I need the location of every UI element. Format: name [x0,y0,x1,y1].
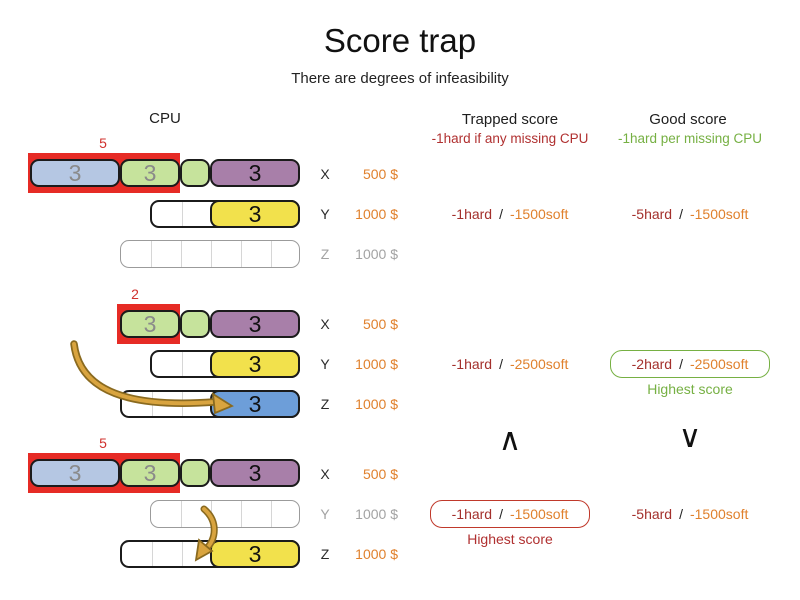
greater-than-symbol: ∧ [498,422,522,457]
cell-divider [182,202,183,226]
task-green: 3 [120,159,180,187]
less-than-symbol: ∨ [678,419,702,454]
task-purple: 3 [210,159,300,187]
page-title: Score trap [323,22,477,59]
task-green-part [180,159,210,187]
machine-cost: 1000 $ [355,506,398,522]
machine-label: Z [320,246,330,262]
cell-divider [241,501,242,527]
cell-divider [181,241,182,267]
overload-label: 5 [99,135,107,151]
task-blue: 3 [30,159,120,187]
cell-divider [211,241,212,267]
good-score-highlight-box: -2hard / -2500soft [610,350,770,378]
cell-divider [182,542,183,566]
trapped-score-highlight-box: -1hard / -1500soft [430,500,590,528]
machine-cost: 500 $ [362,466,398,482]
task-size-label: 3 [248,200,262,227]
task-size-label: 3 [68,459,82,486]
good-score-subheader: -1hard per missing CPU [617,131,763,146]
task-size-label: 3 [248,459,262,486]
page-subtitle: There are degrees of infeasibility [291,70,509,87]
task-yellow-moved: 3 [210,540,300,568]
task-size-label: 3 [143,310,157,337]
overload-label: 2 [131,286,139,302]
task-green-part [180,310,210,338]
cell-divider [151,241,152,267]
task-size-label: 3 [248,159,262,186]
machine-label: Z [320,396,330,412]
highest-score-note: Highest score [647,381,733,397]
task-green: 3 [120,459,180,487]
cell-divider [271,501,272,527]
good-score-header: Good score [649,111,727,128]
trapped-score-header: Trapped score [461,111,559,128]
machine-cost: 1000 $ [355,246,398,262]
trapped-score-value: -1hard / -1500soft [451,206,569,222]
task-size-label: 3 [143,159,157,186]
machine-cost: 500 $ [362,316,398,332]
task-green-part [180,459,210,487]
cell-divider [241,241,242,267]
cell-divider [152,392,153,416]
machine-label: X [320,316,330,332]
cell-divider [211,501,212,527]
task-size-label: 3 [248,350,262,377]
task-yellow: 3 [210,350,300,378]
machine-cost: 500 $ [362,166,398,182]
trapped-score-subheader: -1hard if any missing CPU [431,131,589,146]
cell-divider [271,241,272,267]
task-size-label: 3 [248,310,262,337]
task-yellow: 3 [210,200,300,228]
good-score-value: -5hard / -1500soft [631,206,749,222]
task-purple: 3 [210,310,300,338]
machine-cost: 1000 $ [355,206,398,222]
machine-label: Z [320,546,330,562]
cell-divider [182,352,183,376]
task-size-label: 3 [248,540,262,567]
machine-capacity-bar-empty [120,240,300,268]
task-blue-moved: 3 [210,390,300,418]
machine-cost: 1000 $ [355,396,398,412]
machine-cost: 1000 $ [355,356,398,372]
machine-cost: 1000 $ [355,546,398,562]
good-score-value: -5hard / -1500soft [631,506,749,522]
trapped-score-value: -1hard / -2500soft [451,356,569,372]
overload-label: 5 [99,435,107,451]
machine-label: Y [320,506,330,522]
machine-capacity-bar-empty [150,500,300,528]
machine-label: Y [320,206,330,222]
task-size-label: 3 [248,390,262,417]
task-blue: 3 [30,459,120,487]
cell-divider [182,392,183,416]
task-green: 3 [120,310,180,338]
cell-divider [152,542,153,566]
highest-score-note: Highest score [467,531,553,547]
task-purple: 3 [210,459,300,487]
machine-label: X [320,466,330,482]
cpu-column-header: CPU [149,110,181,127]
machine-label: X [320,166,330,182]
cell-divider [181,501,182,527]
task-size-label: 3 [68,159,82,186]
machine-label: Y [320,356,330,372]
task-size-label: 3 [143,459,157,486]
